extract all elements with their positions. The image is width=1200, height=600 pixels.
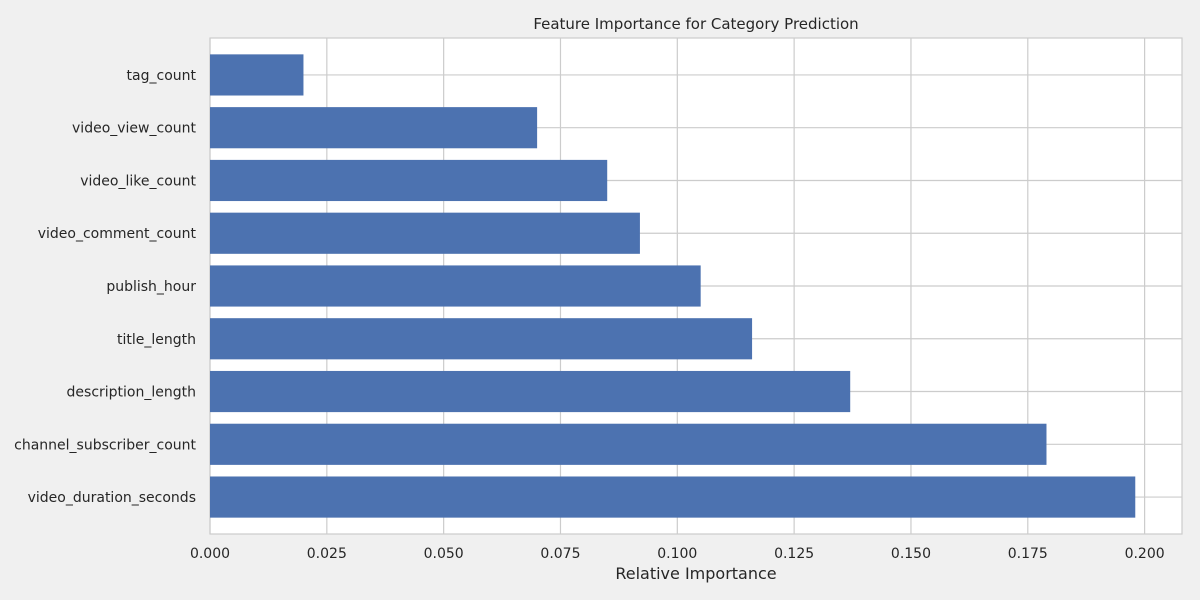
bar-channel-subscriber-count xyxy=(210,423,1047,465)
chart-title: Feature Importance for Category Predicti… xyxy=(533,15,858,33)
y-tick-label: publish_hour xyxy=(106,279,196,295)
bar-publish-hour xyxy=(210,265,701,307)
bar-video-comment-count xyxy=(210,212,640,254)
bars xyxy=(210,54,1136,518)
bar-video-view-count xyxy=(210,107,538,149)
y-tick-label: title_length xyxy=(117,332,196,348)
bar-video-like-count xyxy=(210,159,608,202)
y-tick-label: description_length xyxy=(67,385,196,401)
x-tick-label: 0.050 xyxy=(424,546,464,562)
x-tick-label: 0.025 xyxy=(307,546,347,562)
y-tick-label: video_like_count xyxy=(80,173,196,189)
y-tick-labels: video_duration_seconds channel_subscriber… xyxy=(14,68,196,506)
x-tick-label: 0.175 xyxy=(1008,546,1048,562)
y-tick-label: channel_subscriber_count xyxy=(14,437,196,453)
y-tick-label: video_duration_seconds xyxy=(28,490,196,506)
x-tick-label: 0.100 xyxy=(657,546,697,562)
x-tick-label: 0.200 xyxy=(1125,546,1165,562)
x-tick-label: 0.075 xyxy=(540,546,580,562)
x-tick-label: 0.150 xyxy=(891,546,931,562)
bar-video-duration-seconds xyxy=(210,476,1136,518)
x-tick-label: 0.125 xyxy=(774,546,814,562)
bar-description-length xyxy=(210,370,851,413)
y-tick-label: tag_count xyxy=(127,68,197,84)
x-tick-label: 0.000 xyxy=(190,546,230,562)
x-tick-labels: 0.000 0.025 0.050 0.075 0.100 0.125 0.150 0.175… xyxy=(190,546,1165,562)
x-axis-label: Relative Importance xyxy=(615,564,776,583)
bar-title-length xyxy=(210,318,753,360)
bar-tag-count xyxy=(210,54,304,96)
y-tick-label: video_comment_count xyxy=(38,226,197,242)
y-tick-label: video_view_count xyxy=(72,121,196,137)
